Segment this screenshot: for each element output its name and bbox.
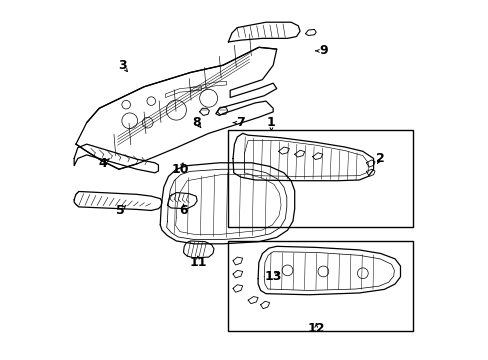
Bar xyxy=(228,241,412,330)
Text: 8: 8 xyxy=(191,116,200,129)
Text: 13: 13 xyxy=(264,270,281,283)
Text: 3: 3 xyxy=(118,59,126,72)
Bar xyxy=(228,130,412,226)
Text: 11: 11 xyxy=(189,256,206,269)
Text: 10: 10 xyxy=(171,163,188,176)
Text: 2: 2 xyxy=(376,152,385,165)
Text: 7: 7 xyxy=(236,116,245,129)
Text: 4: 4 xyxy=(98,157,107,170)
Text: 6: 6 xyxy=(179,204,187,217)
Text: 12: 12 xyxy=(307,322,325,335)
Text: 5: 5 xyxy=(116,204,125,217)
Text: 9: 9 xyxy=(319,44,327,57)
Text: 1: 1 xyxy=(266,116,275,129)
